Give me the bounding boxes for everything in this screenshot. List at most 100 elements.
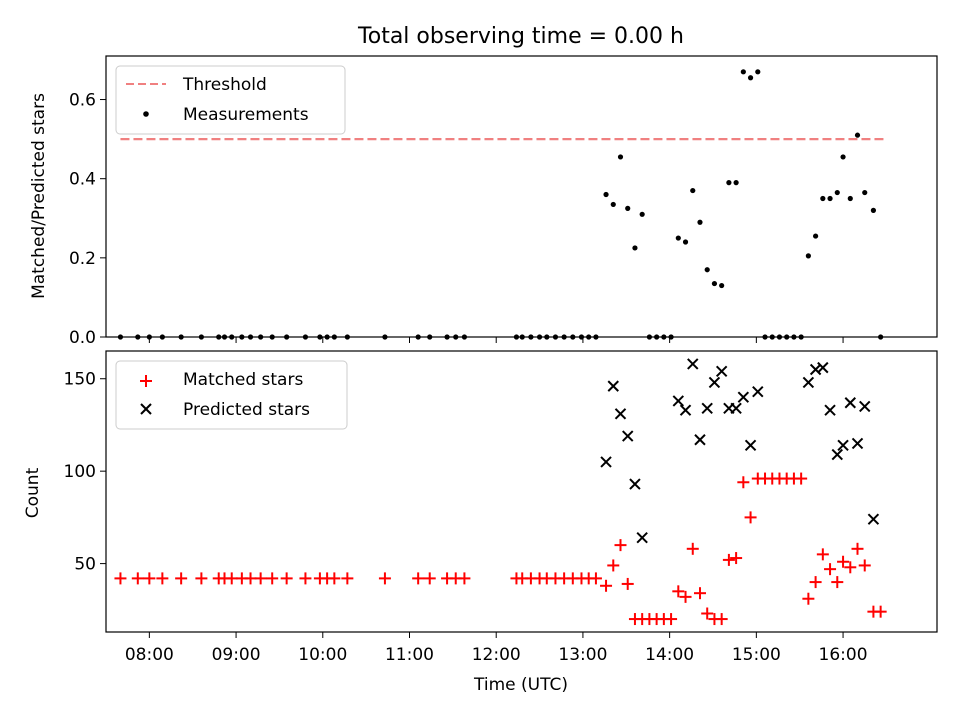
measurement-point [625,205,631,211]
matched-star-point [715,613,728,626]
bottom-y-tick-label: 100 [64,462,96,482]
top-y-axis-label: Matched/Predicted stars [29,93,49,299]
bottom-x-tick-label: 12:00 [472,645,521,665]
predicted-star-point [622,430,634,442]
measurement-point [690,187,696,194]
matched-star-point [244,572,257,585]
matched-star-point [621,577,634,590]
top-axis-ticks: 0.0 0.2 0.4 0.6 [69,91,844,348]
matched-star-point [266,572,279,585]
top-legend-box [115,65,346,135]
matched-star-point [679,590,692,603]
predicted-star-point [614,408,627,420]
predicted-star-point [737,391,750,403]
matched-star-point [131,572,144,585]
matched-star-point [874,605,887,618]
measurement-point [862,189,868,196]
predicted-star-point [672,395,685,407]
measurement-point [697,219,703,225]
matched-star-point [114,572,127,585]
predicted-star-point [824,404,836,416]
top-y-tick-label: 0.4 [69,170,96,190]
matched-star-point [851,542,864,555]
matched-star-point [858,559,871,572]
matched-star-point [672,585,685,598]
top-y-tick-label: 0.2 [69,249,96,269]
legend-measurements-label: Measurements [183,105,309,125]
matched-star-point [614,539,627,552]
bottom-axes-frame [105,350,938,633]
measurement-point [834,189,840,196]
matched-star-point [280,572,293,585]
measurement-point [632,245,638,251]
bottom-plot-marks [114,358,887,626]
predicted-star-point [817,361,829,374]
measurement-point [854,132,861,138]
matched-star-point [686,542,699,555]
measurement-point [639,211,645,217]
predicted-star-point [694,434,706,446]
matched-star-point [701,607,714,620]
measurement-point [847,195,853,202]
matched-star-point [844,561,857,574]
measurement-point [617,154,624,160]
measurement-point [704,267,710,273]
matched-star-point [824,563,837,576]
matched-star-point [225,572,238,585]
measurement-point [675,235,681,241]
measurement-point [827,195,833,202]
bottom-x-tick-label: 09:00 [212,645,261,665]
predicted-star-point [687,358,699,370]
measurement-point [610,201,616,208]
matched-star-point [600,579,613,592]
predicted-star-point [715,365,728,378]
matched-star-point [328,572,341,585]
bottom-x-tick-label: 14:00 [645,645,694,665]
legend-predicted-label: Predicted stars [183,400,310,420]
predicted-star-point [802,376,815,389]
figure-title: Total observing time = 0.00 h [357,24,684,49]
matched-star-point [802,592,815,605]
matched-star-point [458,572,471,585]
measurement-point [840,154,846,160]
predicted-star-point [851,437,864,450]
bottom-panel: 50 100 150 08:00 09:00 10:00 11:00 12:00 13:00 14… [23,350,938,695]
matched-star-point [378,572,391,585]
bottom-x-tick-label: 08:00 [125,645,174,665]
matched-star-point [730,552,743,565]
predicted-star-point [600,456,612,468]
bottom-y-tick-label: 50 [74,555,96,575]
predicted-star-point [730,402,742,415]
measurement-point [682,239,689,245]
bottom-x-tick-label: 16:00 [819,645,868,665]
matched-star-point [195,572,208,585]
bottom-y-tick-label: 150 [64,370,96,390]
predicted-star-point [837,439,849,451]
legend-predicted-swatch [140,403,152,415]
matched-star-point [589,572,602,585]
predicted-star-point [844,397,856,409]
matched-star-point [837,555,850,568]
matched-star-point [341,572,354,585]
measurement-point [805,253,811,259]
measurement-point [711,280,718,287]
measurement-point [726,180,732,186]
measurement-point [820,195,826,202]
matched-star-point [809,576,822,589]
bottom-legend-box [115,360,348,430]
bottom-axis-ticks: 50 100 150 08:00 09:00 10:00 11:00 12:00 13:00 14… [64,370,868,665]
measurement-point [740,69,746,75]
predicted-star-point [744,439,757,451]
matched-star-point [423,572,436,585]
matched-star-point [831,576,844,589]
legend-threshold-label: Threshold [182,75,267,95]
top-y-tick-label: 0.0 [69,328,96,348]
matched-star-point [744,511,757,524]
bottom-x-tick-label: 15:00 [732,645,781,665]
matched-star-point [412,572,425,585]
matched-star-point [254,572,267,585]
matched-star-point [665,613,678,626]
legend-matched-swatch [140,375,152,387]
predicted-star-point [752,385,764,398]
